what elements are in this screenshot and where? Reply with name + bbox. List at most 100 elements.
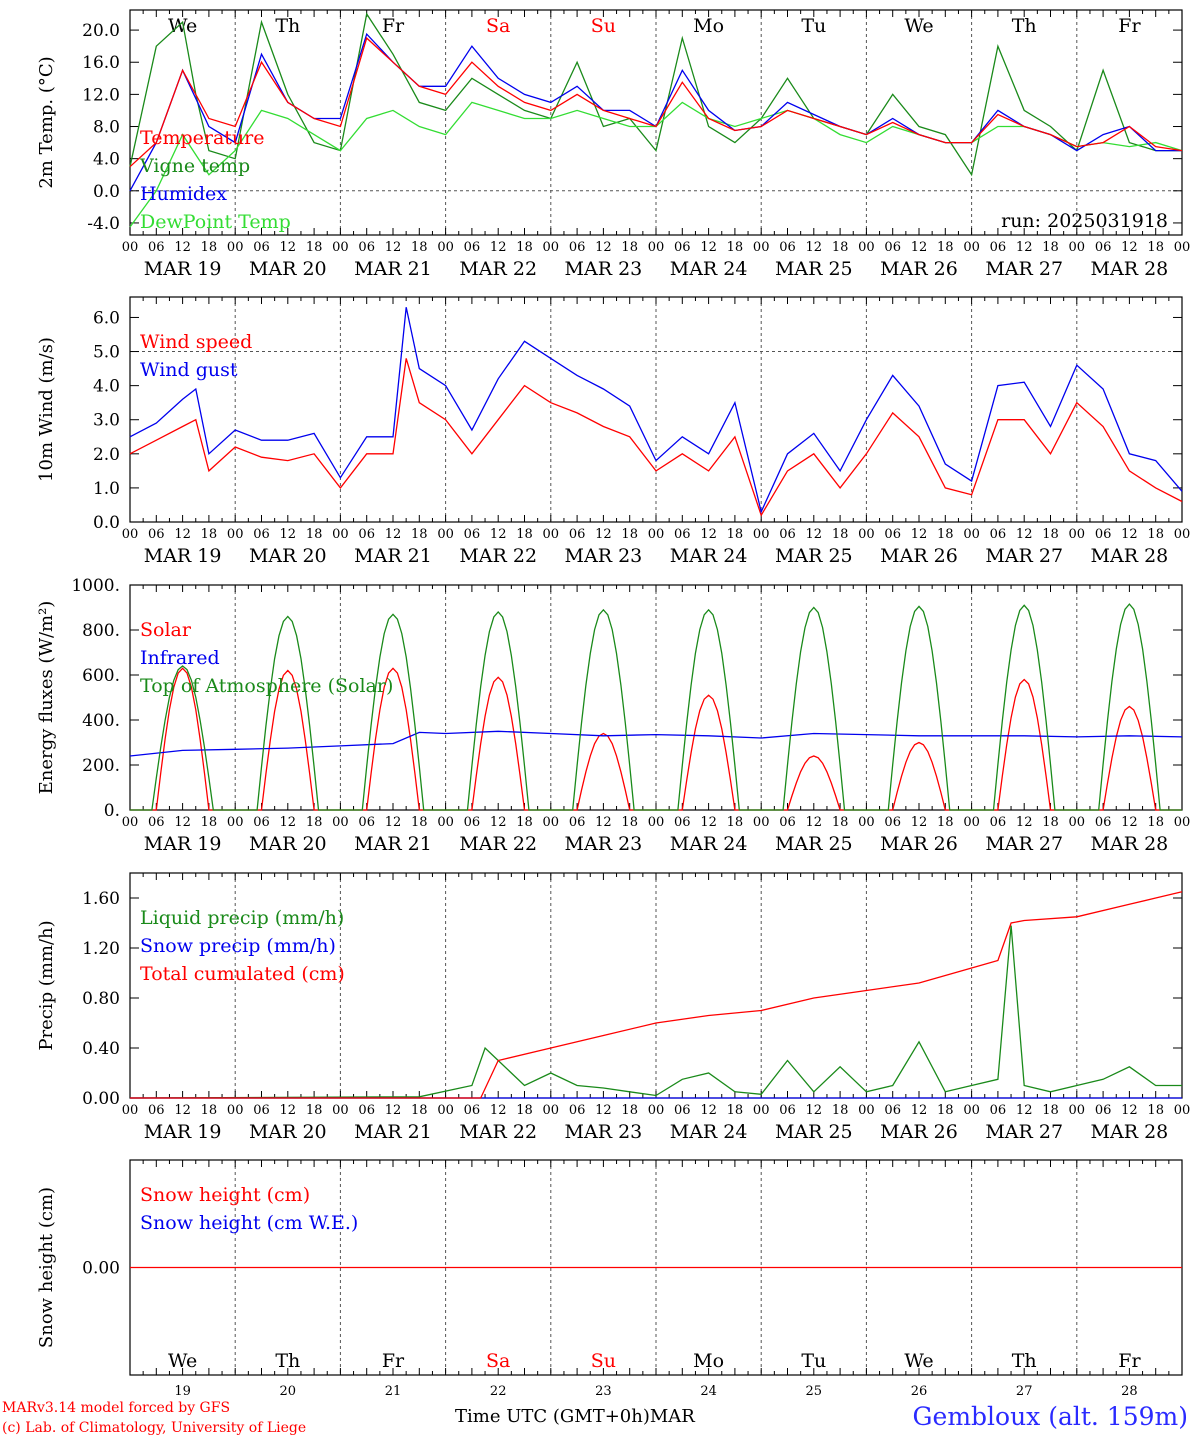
hour-tick-label: 18 xyxy=(306,1103,323,1118)
weekday-label: Su xyxy=(591,15,616,37)
y-tick-label: 5.0 xyxy=(93,343,120,363)
date-label: MAR 25 xyxy=(775,545,853,567)
hour-tick-label: 06 xyxy=(884,240,901,255)
hour-tick-label: 18 xyxy=(306,527,323,542)
hour-tick-label: 12 xyxy=(174,527,191,542)
hour-tick-label: 00 xyxy=(648,240,665,255)
time-axis-label: Time UTC (GMT+0h)MAR xyxy=(455,1406,695,1427)
date-label: MAR 24 xyxy=(670,833,748,855)
hour-tick-label: 06 xyxy=(148,1103,165,1118)
hour-tick-label: 12 xyxy=(385,1103,402,1118)
hour-tick-label: 12 xyxy=(700,1103,717,1118)
hour-tick-label: 00 xyxy=(963,815,980,830)
weekday-label: Tu xyxy=(801,1350,826,1372)
date-label: MAR 19 xyxy=(144,258,222,280)
hour-tick-label: 00 xyxy=(753,1103,770,1118)
date-label: MAR 27 xyxy=(985,545,1063,567)
hour-tick-label: 18 xyxy=(411,527,428,542)
day-number-label: 20 xyxy=(280,1384,297,1399)
date-label: MAR 26 xyxy=(880,1121,958,1143)
series-line-temperature xyxy=(129,36,1183,168)
hour-tick-label: 12 xyxy=(1016,1103,1033,1118)
hour-tick-label: 18 xyxy=(727,240,744,255)
hour-tick-label: 06 xyxy=(253,815,270,830)
hour-tick-label: 00 xyxy=(1174,1103,1191,1118)
series-line-liquid-precip-mm-h- xyxy=(129,925,1182,1099)
hour-tick-label: 00 xyxy=(437,527,454,542)
hour-tick-label: 18 xyxy=(516,1103,533,1118)
hour-tick-label: 12 xyxy=(1121,1103,1138,1118)
hour-tick-label: 00 xyxy=(753,240,770,255)
hour-tick-label: 12 xyxy=(806,527,823,542)
day-number-label: 25 xyxy=(806,1384,823,1399)
legend-entry: DewPoint Temp xyxy=(140,211,291,233)
weekday-label: Fr xyxy=(1118,15,1141,37)
hour-tick-label: 12 xyxy=(490,527,507,542)
hour-tick-label: 12 xyxy=(174,1103,191,1118)
copyright-credit: (c) Lab. of Climatology, University of L… xyxy=(2,1420,307,1436)
hour-tick-label: 00 xyxy=(963,527,980,542)
date-label: MAR 25 xyxy=(775,258,853,280)
hour-tick-label: 12 xyxy=(911,240,928,255)
hour-tick-label: 12 xyxy=(174,240,191,255)
date-label: MAR 21 xyxy=(354,1121,432,1143)
weekday-label: Sa xyxy=(486,15,510,37)
hour-tick-label: 12 xyxy=(385,527,402,542)
hour-tick-label: 12 xyxy=(595,1103,612,1118)
hour-tick-label: 18 xyxy=(516,815,533,830)
day-number-label: 26 xyxy=(911,1384,928,1399)
legend-entry: Top of Atmosphere (Solar) xyxy=(140,675,393,697)
hour-tick-label: 00 xyxy=(543,815,560,830)
hour-tick-label: 12 xyxy=(490,240,507,255)
hour-tick-label: 18 xyxy=(937,240,954,255)
date-label: MAR 27 xyxy=(985,1121,1063,1143)
legend-entry: Vigne temp xyxy=(139,155,250,177)
weekday-label: We xyxy=(168,1350,197,1372)
hour-tick-label: 18 xyxy=(1042,815,1059,830)
hour-tick-label: 00 xyxy=(1069,527,1086,542)
hour-tick-label: 00 xyxy=(227,815,244,830)
hour-tick-label: 00 xyxy=(543,240,560,255)
hour-tick-label: 18 xyxy=(1042,240,1059,255)
date-label: MAR 22 xyxy=(459,833,537,855)
date-label: MAR 23 xyxy=(565,833,643,855)
hour-tick-label: 06 xyxy=(674,527,691,542)
weekday-label: We xyxy=(904,1350,933,1372)
hour-tick-label: 00 xyxy=(332,1103,349,1118)
y-tick-label: 3.0 xyxy=(93,411,120,431)
hour-tick-label: 18 xyxy=(832,240,849,255)
hour-tick-label: 00 xyxy=(437,240,454,255)
series-line-vigne-temp xyxy=(129,12,1182,177)
hour-tick-label: 06 xyxy=(569,1103,586,1118)
y-tick-label: 0.00 xyxy=(82,1259,120,1279)
hour-tick-label: 12 xyxy=(911,1103,928,1118)
hour-tick-label: 12 xyxy=(700,527,717,542)
legend-entry: Infrared xyxy=(140,647,220,669)
hour-tick-label: 00 xyxy=(122,240,139,255)
weekday-label: Th xyxy=(1012,1350,1037,1372)
legend-entry: Total cumulated (cm) xyxy=(140,963,345,985)
hour-tick-label: 12 xyxy=(595,240,612,255)
day-number-label: 19 xyxy=(174,1384,191,1399)
hour-tick-label: 06 xyxy=(148,815,165,830)
hour-tick-label: 00 xyxy=(1069,1103,1086,1118)
hour-tick-label: 06 xyxy=(1095,1103,1112,1118)
hour-tick-label: 12 xyxy=(806,1103,823,1118)
hour-tick-label: 06 xyxy=(990,815,1007,830)
hour-tick-label: 12 xyxy=(280,1103,297,1118)
date-label: MAR 28 xyxy=(1091,258,1169,280)
date-label: MAR 26 xyxy=(880,258,958,280)
hour-tick-label: 00 xyxy=(858,815,875,830)
hour-tick-label: 18 xyxy=(937,815,954,830)
hour-tick-label: 06 xyxy=(674,1103,691,1118)
weekday-label: Fr xyxy=(382,15,405,37)
hour-tick-label: 06 xyxy=(358,1103,375,1118)
weekday-label: Fr xyxy=(382,1350,405,1372)
y-axis-label: Snow height (cm) xyxy=(36,1187,57,1348)
hour-tick-label: 00 xyxy=(963,240,980,255)
weekday-label: Mo xyxy=(693,1350,724,1372)
date-label: MAR 24 xyxy=(670,545,748,567)
hour-tick-label: 18 xyxy=(516,527,533,542)
date-label: MAR 23 xyxy=(565,545,643,567)
